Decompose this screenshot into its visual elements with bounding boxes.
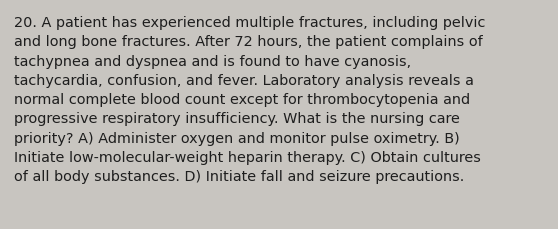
Text: 20. A patient has experienced multiple fractures, including pelvic
and long bone: 20. A patient has experienced multiple f… [14,16,485,183]
